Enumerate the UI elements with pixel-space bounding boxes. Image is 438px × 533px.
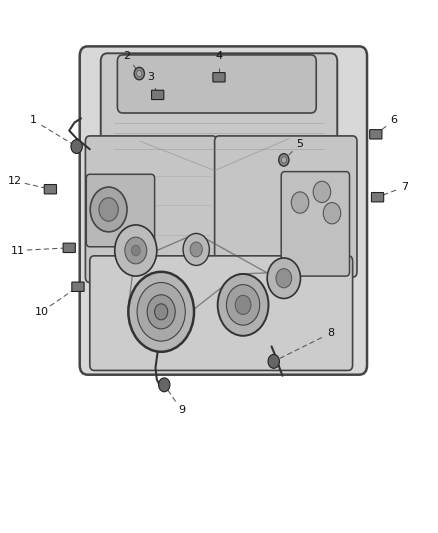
Text: 7: 7 [402, 182, 409, 191]
Circle shape [128, 272, 194, 352]
Circle shape [155, 304, 168, 320]
Circle shape [281, 157, 286, 163]
FancyBboxPatch shape [72, 282, 84, 292]
Circle shape [235, 295, 251, 314]
Text: 5: 5 [297, 139, 304, 149]
FancyBboxPatch shape [63, 243, 75, 253]
FancyBboxPatch shape [85, 136, 217, 282]
Circle shape [183, 233, 209, 265]
FancyBboxPatch shape [215, 136, 357, 277]
FancyBboxPatch shape [152, 90, 164, 100]
Circle shape [226, 285, 260, 325]
FancyBboxPatch shape [213, 72, 225, 82]
FancyBboxPatch shape [281, 172, 350, 276]
Circle shape [159, 378, 170, 392]
FancyBboxPatch shape [101, 53, 337, 157]
Text: 11: 11 [11, 246, 25, 255]
Circle shape [90, 187, 127, 232]
FancyBboxPatch shape [371, 192, 384, 202]
Circle shape [279, 154, 289, 166]
Circle shape [137, 70, 142, 77]
Text: 8: 8 [327, 328, 334, 338]
Text: 9: 9 [178, 406, 185, 415]
Text: 12: 12 [8, 176, 22, 186]
FancyBboxPatch shape [370, 130, 382, 139]
FancyBboxPatch shape [80, 46, 367, 375]
Text: 10: 10 [35, 307, 49, 317]
Circle shape [71, 140, 82, 154]
Text: 3: 3 [148, 72, 155, 82]
Circle shape [268, 354, 279, 368]
Circle shape [190, 242, 202, 257]
Circle shape [99, 198, 118, 221]
Circle shape [147, 295, 175, 329]
Circle shape [115, 225, 157, 276]
FancyBboxPatch shape [86, 174, 155, 247]
Circle shape [218, 274, 268, 336]
FancyBboxPatch shape [90, 256, 353, 370]
Text: 6: 6 [391, 115, 398, 125]
Circle shape [137, 282, 185, 341]
Circle shape [323, 203, 341, 224]
Circle shape [313, 181, 331, 203]
Circle shape [125, 237, 147, 264]
Circle shape [276, 269, 292, 288]
Circle shape [134, 67, 145, 80]
FancyBboxPatch shape [44, 184, 57, 194]
Circle shape [131, 245, 140, 256]
Text: 1: 1 [29, 115, 36, 125]
Text: 4: 4 [215, 51, 223, 61]
Circle shape [291, 192, 309, 213]
Text: 2: 2 [124, 51, 131, 61]
FancyBboxPatch shape [117, 55, 316, 113]
Circle shape [267, 258, 300, 298]
